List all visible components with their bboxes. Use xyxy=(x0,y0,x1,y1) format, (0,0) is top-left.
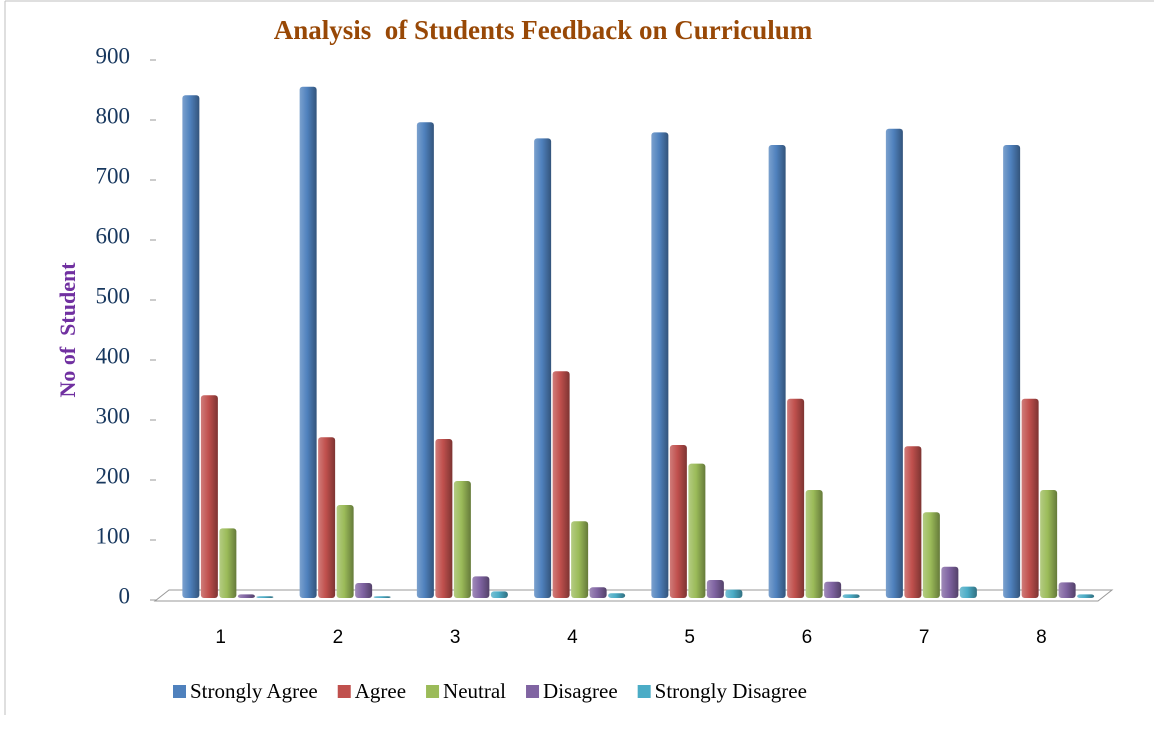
x-tick-label: 8 xyxy=(1036,627,1047,648)
bar xyxy=(824,581,842,598)
legend-label: Strongly Disagree xyxy=(655,679,807,703)
y-tick-label: 400 xyxy=(96,343,131,368)
y-tick-label: 300 xyxy=(96,403,131,428)
x-tick-label: 6 xyxy=(802,627,813,648)
legend-label: Agree xyxy=(355,679,406,703)
legend-label: Strongly Agree xyxy=(190,679,318,703)
y-tick-label: 200 xyxy=(96,463,131,488)
bar xyxy=(589,587,607,598)
y-tick-label: 800 xyxy=(96,103,131,128)
bar xyxy=(608,593,626,598)
x-tick-label: 4 xyxy=(567,627,578,648)
y-tick-label: 500 xyxy=(96,283,131,308)
x-tick-label: 5 xyxy=(684,627,695,648)
y-tick-label: 0 xyxy=(119,583,131,608)
bar xyxy=(1021,398,1039,598)
bar xyxy=(355,583,373,598)
bar xyxy=(534,138,552,598)
bar xyxy=(688,463,706,598)
bar xyxy=(336,505,354,598)
bar xyxy=(904,446,922,598)
bar xyxy=(552,371,570,598)
chart-title: Analysis of Students Feedback on Curricu… xyxy=(274,15,813,45)
bar xyxy=(651,132,669,598)
x-tick-label: 3 xyxy=(450,627,461,648)
bar xyxy=(959,586,977,598)
bar xyxy=(435,439,453,598)
legend-label: Disagree xyxy=(543,679,618,703)
bar xyxy=(842,594,860,598)
bar xyxy=(416,122,434,598)
bar xyxy=(237,594,255,598)
y-tick-label: 900 xyxy=(96,43,131,68)
bar xyxy=(182,95,200,598)
bar xyxy=(472,576,490,598)
bar xyxy=(805,490,823,598)
bar xyxy=(706,580,724,598)
bar xyxy=(1040,490,1058,598)
bar xyxy=(768,145,786,598)
legend-swatch xyxy=(526,685,540,698)
legend-swatch xyxy=(173,685,186,698)
bar xyxy=(200,395,218,598)
bar xyxy=(885,128,903,599)
bar xyxy=(299,86,317,599)
legend-swatch xyxy=(337,685,351,698)
x-tick-label: 2 xyxy=(333,627,344,648)
bar xyxy=(1077,594,1095,598)
bar xyxy=(373,596,391,598)
y-tick-label: 600 xyxy=(96,223,131,248)
bar xyxy=(318,437,336,598)
legend-label: Neutral xyxy=(443,679,506,703)
bar xyxy=(725,589,743,598)
bar xyxy=(571,521,589,598)
bar xyxy=(669,445,687,598)
y-tick-label: 700 xyxy=(96,163,131,188)
bar xyxy=(941,566,959,598)
x-tick-label: 7 xyxy=(919,627,930,648)
bar xyxy=(922,512,940,598)
y-tick-label: 100 xyxy=(96,523,131,548)
bar xyxy=(1058,582,1076,598)
y-axis-label: No of Student xyxy=(55,262,80,398)
bar xyxy=(256,596,274,598)
floor xyxy=(153,589,1114,602)
bar xyxy=(787,398,805,598)
legend-swatch xyxy=(426,685,440,698)
bar xyxy=(1003,145,1021,598)
bar xyxy=(453,481,471,598)
bar xyxy=(219,528,237,598)
legend-swatch xyxy=(637,685,651,698)
bar xyxy=(490,591,508,598)
x-tick-label: 1 xyxy=(215,627,226,648)
